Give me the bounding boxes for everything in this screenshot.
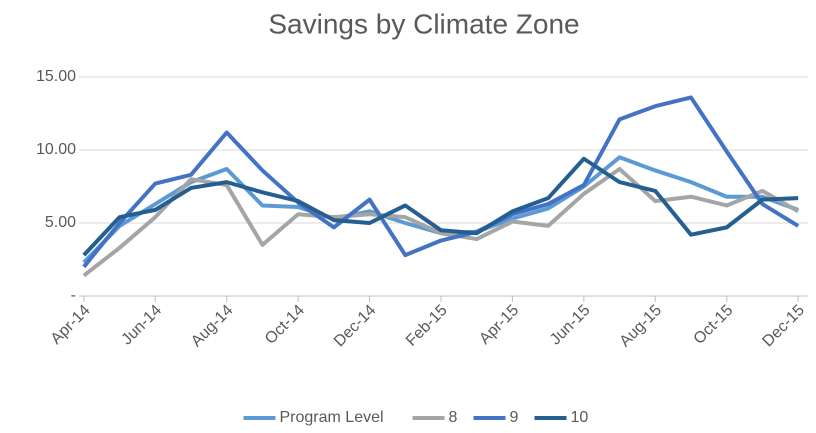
y-tick-label: 5.00 [45, 214, 76, 231]
x-tick-label: Jun-15 [547, 302, 594, 349]
legend-label: 10 [571, 409, 589, 426]
x-tick-label: Oct-15 [691, 302, 737, 348]
legend-label: 9 [510, 409, 519, 426]
y-tick-label: - [71, 287, 76, 304]
chart-title: Savings by Climate Zone [268, 8, 579, 39]
x-tick-label: Aug-15 [617, 302, 666, 351]
series-line [82, 156, 799, 257]
y-tick-label: 15.00 [36, 68, 76, 85]
series-line [82, 95, 800, 269]
x-tick-label: Apr-14 [48, 302, 94, 348]
x-tick-label: Oct-14 [262, 302, 308, 348]
x-tick-label: Jun-14 [118, 302, 165, 349]
x-tick-label: Apr-15 [476, 302, 522, 348]
series-line [82, 166, 800, 278]
y-tick-label: 10.00 [36, 141, 76, 158]
x-tick-label: Feb-15 [403, 302, 451, 350]
x-tick-label: Aug-14 [188, 302, 237, 351]
legend-label: 8 [449, 409, 458, 426]
x-tick-label: Dec-15 [759, 302, 808, 351]
x-tick-label: Dec-14 [331, 302, 380, 351]
legend-label: Program Level [280, 409, 384, 426]
